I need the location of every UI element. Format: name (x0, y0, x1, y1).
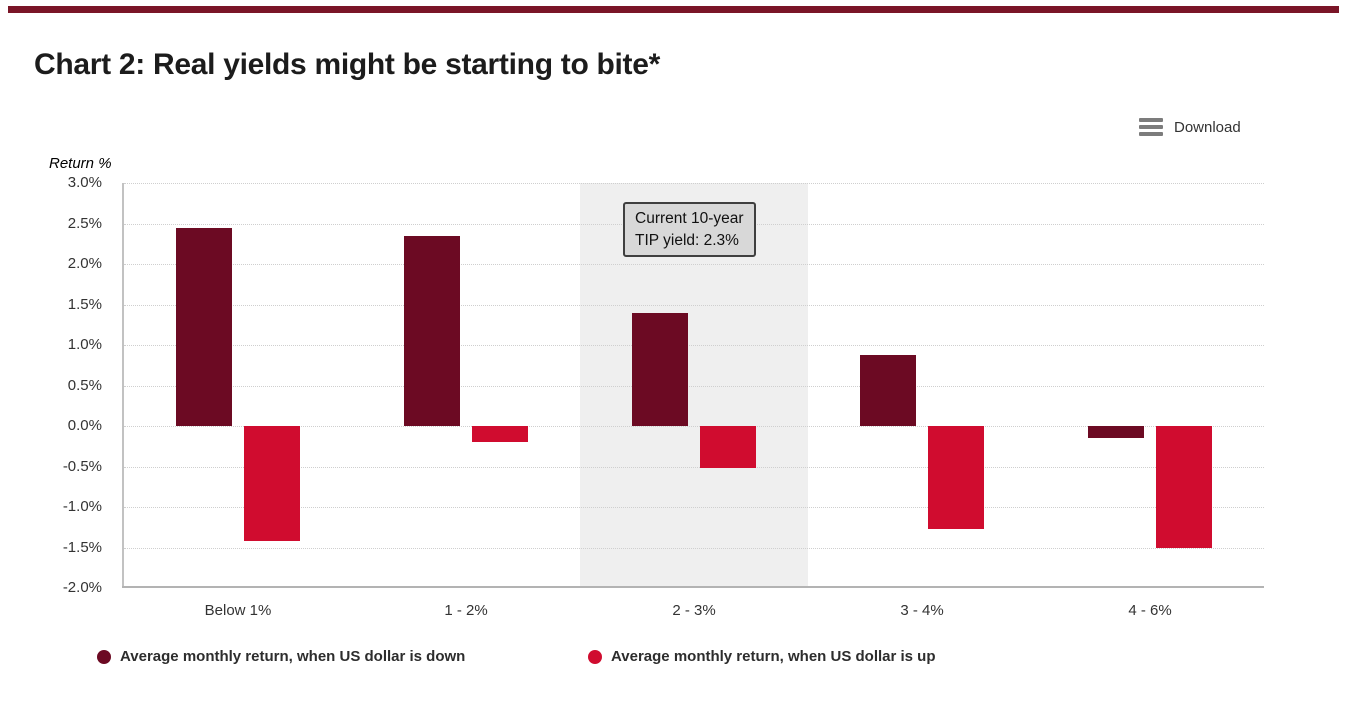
bar-dollar-down-3 (860, 354, 916, 426)
y-axis-line (122, 183, 124, 588)
legend-label: Average monthly return, when US dollar i… (120, 648, 466, 665)
annotation-line-1: Current 10-year (635, 210, 744, 227)
bar-dollar-down-0 (176, 227, 232, 426)
gridline (124, 507, 1264, 508)
legend-marker-icon (97, 649, 111, 664)
chart-title: Chart 2: Real yields might be starting t… (34, 48, 661, 81)
y-tick-label: -0.5% (62, 457, 102, 475)
gridline (124, 466, 1264, 468)
y-tick-label: 0.0% (67, 417, 102, 434)
x-axis-line (122, 586, 1264, 588)
download-button[interactable]: Download (1139, 115, 1241, 139)
bar-dollar-up-4 (1156, 426, 1212, 548)
bar-dollar-up-0 (244, 426, 300, 542)
y-tick-label: -1.5% (62, 538, 102, 556)
x-tick-label: 2 - 3% (672, 602, 716, 619)
x-tick-label: 1 - 2% (444, 602, 488, 619)
download-label: Download (1174, 118, 1241, 136)
brand-accent-bar (8, 6, 1339, 13)
bar-dollar-up-1 (472, 426, 528, 443)
gridline (124, 304, 1264, 306)
legend-item-dollar-down[interactable]: Average monthly return, when US dollar i… (97, 648, 465, 665)
download-menu-icon (1139, 115, 1163, 139)
legend-item-dollar-up[interactable]: Average monthly return, when US dollar i… (588, 648, 936, 665)
bar-dollar-up-2 (700, 426, 756, 469)
y-tick-label: -2.0% (62, 579, 102, 596)
bar-dollar-down-1 (404, 235, 460, 426)
y-tick-label: 0.5% (67, 376, 102, 394)
gridline (124, 264, 1264, 265)
y-tick-label: -1.0% (62, 498, 102, 515)
y-tick-label: 3.0% (67, 174, 102, 191)
y-tick-label: 1.5% (67, 295, 102, 313)
x-tick-label: 3 - 4% (900, 602, 944, 619)
legend-label: Average monthly return, when US dollar i… (611, 648, 936, 665)
gridline (124, 426, 1264, 427)
gridline (124, 183, 1264, 184)
y-tick-label: 2.0% (67, 255, 102, 272)
gridline (124, 547, 1264, 549)
bar-dollar-up-3 (928, 426, 984, 529)
x-tick-label: Below 1% (204, 602, 272, 619)
y-tick-label: 2.5% (67, 214, 102, 232)
y-axis-title: Return % (49, 155, 112, 172)
gridline (124, 385, 1264, 387)
bar-dollar-down-4 (1088, 426, 1144, 439)
gridline (124, 345, 1264, 346)
x-tick-label: 4 - 6% (1128, 602, 1172, 619)
annotation-box: Current 10-year TIP yield: 2.3% (623, 202, 756, 258)
bar-dollar-down-2 (632, 312, 688, 426)
annotation-line-2: TIP yield: 2.3% (635, 231, 739, 249)
y-tick-label: 1.0% (67, 336, 102, 353)
legend-marker-icon (588, 649, 602, 664)
